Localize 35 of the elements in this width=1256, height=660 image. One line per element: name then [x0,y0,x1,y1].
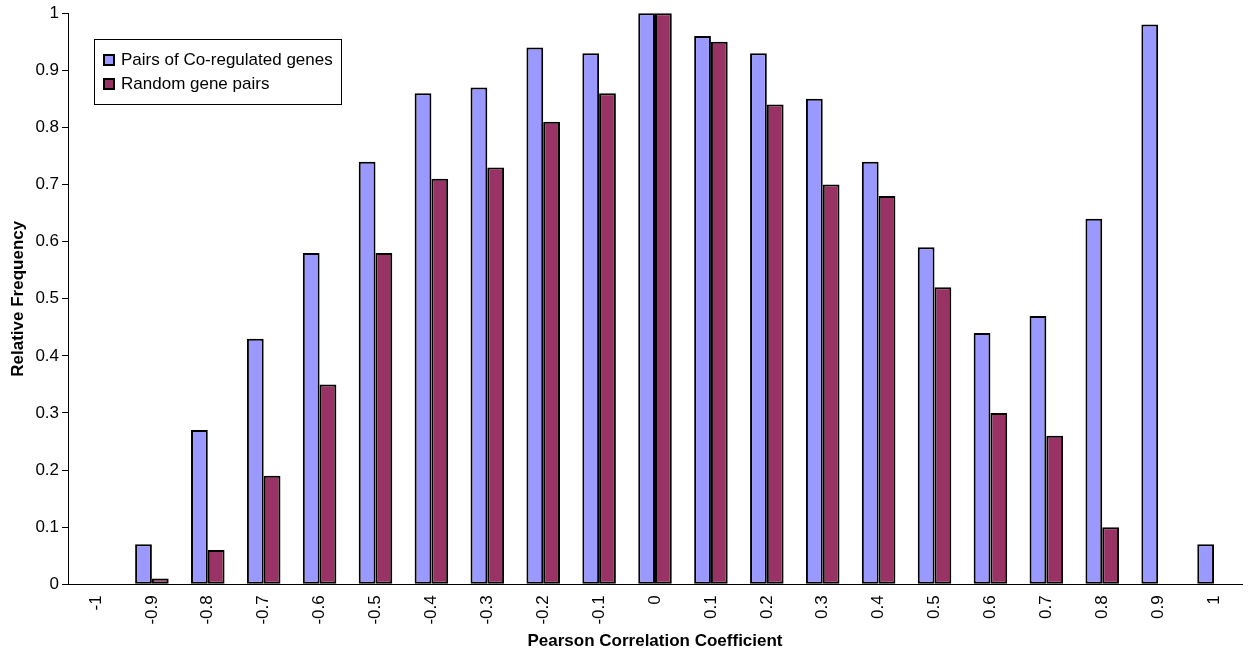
y-tick-label: 0.2 [35,459,60,479]
x-tick-label: 0.5 [924,595,944,619]
legend-label: Random gene pairs [121,74,270,95]
y-tick-label: 0.8 [35,117,60,137]
x-tick-label: 0.2 [756,595,776,619]
x-tick-label: 0.4 [868,595,888,619]
x-tick-label: -0.6 [309,595,329,625]
x-tick-label: -0.2 [532,595,552,625]
x-tick-label: 0 [644,595,664,605]
x-tick-label: -0.9 [141,595,161,625]
x-tick-label: 0.9 [1147,595,1167,619]
y-tick-label: 0.6 [35,231,60,251]
x-tick-label: 1 [1203,595,1223,605]
y-tick-label: 0.3 [35,402,60,422]
x-tick-label: 0.7 [1036,595,1056,619]
x-tick-label: -0.8 [197,595,217,625]
x-tick-label: -0.3 [476,595,496,625]
y-tick-label: 0.4 [35,345,60,365]
x-tick-label: -0.1 [588,595,608,625]
x-tick-label: -0.7 [253,595,273,625]
x-tick-label: 0.8 [1091,595,1111,619]
y-tick-label: 0.1 [35,516,60,536]
x-tick-label: 0.6 [980,595,1000,619]
x-tick-label: 0.1 [700,595,720,619]
legend-label: Pairs of Co-regulated genes [121,50,333,71]
y-tick-label: 0.9 [35,60,60,79]
x-axis-title: Pearson Correlation Coefficient [527,631,783,651]
x-tick-label: 0.3 [812,595,832,619]
y-tick-label: 0.5 [35,288,60,308]
x-tick-label: -0.4 [421,595,441,625]
x-tick-label: -0.5 [365,595,385,625]
x-tick-label: -1 [85,595,105,611]
y-axis-title: Relative Frequency [7,220,27,377]
y-tick-label: 1 [49,2,60,22]
y-tick-label: 0.7 [35,174,60,194]
